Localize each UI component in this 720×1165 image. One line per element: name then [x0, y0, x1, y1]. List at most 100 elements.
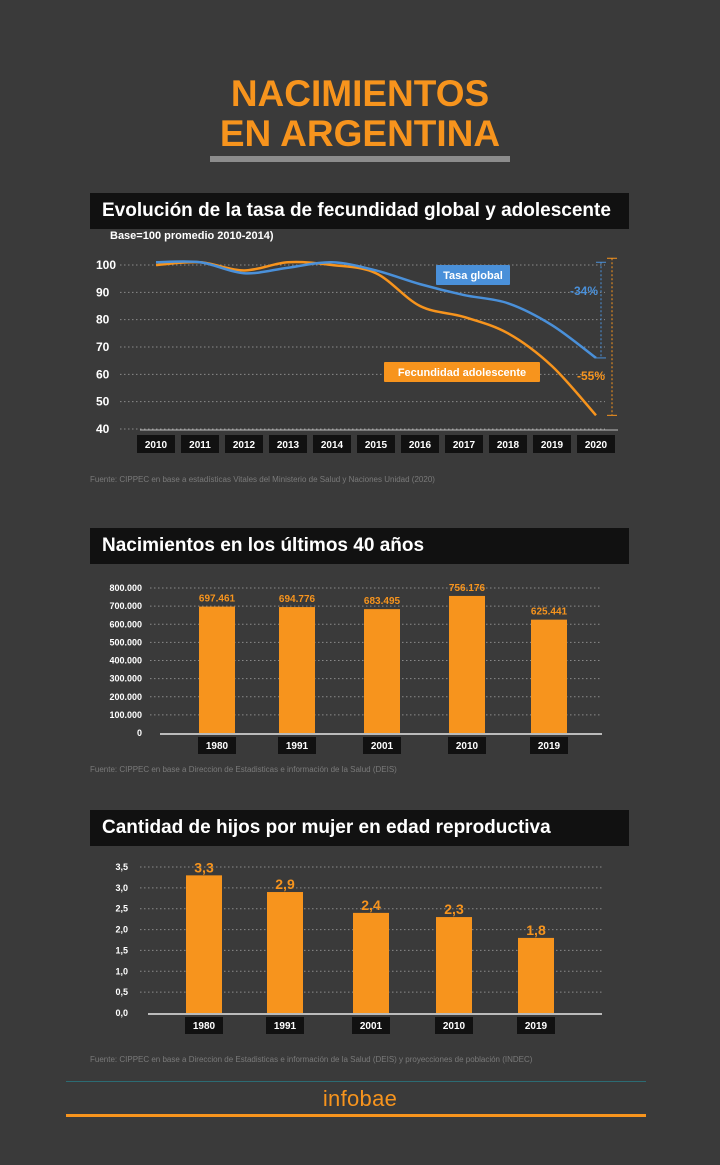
bar-value-label: 2,3	[444, 901, 464, 917]
x-tick-label: 2013	[277, 440, 300, 451]
bar	[267, 892, 303, 1013]
bar-value-label: 756.176	[449, 583, 486, 594]
bar	[449, 595, 485, 733]
bar-value-label: 683.495	[364, 596, 401, 607]
x-tick-label: 2019	[525, 1021, 548, 1032]
infobae-logo: infobae	[322, 1086, 398, 1111]
x-tick-box	[445, 435, 483, 453]
x-tick-label: 1980	[206, 741, 229, 752]
y-tick-label: 0,5	[115, 987, 128, 997]
children-chart-header: Cantidad de hijos por mujer en edad repr…	[90, 810, 629, 846]
x-tick-box	[577, 435, 615, 453]
x-tick-box	[489, 435, 527, 453]
y-tick-label: 50	[96, 395, 110, 409]
bar-value-label: 1,8	[526, 922, 546, 938]
y-tick-label: 40	[96, 422, 110, 436]
y-tick-label: 1,0	[115, 966, 128, 976]
page-title-line1: NACIMIENTOS	[230, 73, 490, 114]
x-tick-box	[435, 1017, 473, 1034]
tasa-global-legend-box	[436, 265, 510, 285]
x-tick-label: 2010	[456, 741, 479, 752]
fertility-chart-subtitle: Base=100 promedio 2010-2014)	[110, 230, 274, 242]
children-bar-chart: 3,5 3,0 2,5 2,0 1,5 1,0 0,5 0,0 3,3 1980 2,9 1991 2,…	[115, 859, 602, 1034]
fecundidad-adolescente-legend-label: Fecundidad adolescente	[398, 367, 526, 379]
y-tick-label: 1,5	[115, 945, 128, 955]
y-tick-label: 60	[96, 367, 110, 381]
y-tick-label: 100	[96, 258, 116, 272]
fertility-chart-header: Evolución de la tasa de fecundidad globa…	[90, 193, 629, 229]
y-tick-label: 300.000	[109, 674, 142, 684]
x-tick-box	[448, 737, 486, 754]
y-tick-label: 600.000	[109, 619, 142, 629]
x-tick-box	[185, 1017, 223, 1034]
x-tick-label: 1991	[286, 741, 309, 752]
x-tick-box	[352, 1017, 390, 1034]
births-chart-source: Fuente: CIPPEC en base a Direccion de Es…	[90, 765, 397, 774]
fertility-line-chart: 100 90 80 70 60 50 40 2010 2011 2012 2013 2014 2015 2…	[96, 257, 618, 453]
y-tick-label: 0	[137, 728, 142, 738]
x-tick-label: 2010	[443, 1021, 466, 1032]
x-tick-label: 2014	[321, 440, 344, 451]
x-tick-label: 2020	[585, 440, 608, 451]
x-tick-box	[313, 435, 351, 453]
page-title-line2: EN ARGENTINA	[219, 113, 501, 154]
x-tick-label: 2001	[360, 1021, 383, 1032]
x-tick-label: 2019	[538, 741, 561, 752]
x-tick-box	[533, 435, 571, 453]
x-tick-box	[363, 737, 401, 754]
y-tick-label: 3,0	[115, 883, 128, 893]
y-tick-label: 90	[96, 285, 110, 299]
x-tick-box	[181, 435, 219, 453]
y-tick-label: 100.000	[109, 710, 142, 720]
y-tick-label: 200.000	[109, 692, 142, 702]
births-chart-header: Nacimientos en los últimos 40 años	[90, 528, 629, 564]
births-bar-chart: 800.000 700.000 600.000 500.000 400.000 300.0…	[109, 583, 602, 754]
x-tick-label: 1991	[274, 1021, 297, 1032]
x-tick-box	[530, 737, 568, 754]
bar	[279, 607, 315, 733]
fertility-chart-source: Fuente: CIPPEC en base a estadísticas Vi…	[90, 475, 435, 484]
bar	[186, 875, 222, 1013]
fecundidad-adolescente-line	[155, 260, 597, 417]
bar-value-label: 625.441	[531, 607, 568, 618]
y-tick-label: 500.000	[109, 637, 142, 647]
y-tick-label: 70	[96, 340, 110, 354]
y-tick-label: 2,5	[115, 904, 128, 914]
bar-value-label: 3,3	[194, 859, 214, 875]
bar	[364, 609, 400, 733]
fecundidad-adolescente-legend-box	[384, 362, 540, 382]
bar-value-label: 2,9	[275, 876, 295, 892]
bar	[531, 619, 567, 733]
x-tick-box	[198, 737, 236, 754]
x-tick-label: 1980	[193, 1021, 216, 1032]
x-tick-label: 2018	[497, 440, 520, 451]
x-tick-label: 2017	[453, 440, 476, 451]
x-tick-box	[137, 435, 175, 453]
footer-divider-bottom	[66, 1114, 646, 1117]
bar	[199, 606, 235, 733]
y-tick-label: 800.000	[109, 583, 142, 593]
title-underline	[210, 156, 510, 162]
x-tick-label: 2010	[145, 440, 168, 451]
y-tick-label: 3,5	[115, 862, 128, 872]
tasa-global-legend-label: Tasa global	[443, 270, 503, 282]
bar-value-label: 697.461	[199, 594, 236, 605]
x-tick-box	[401, 435, 439, 453]
x-tick-box	[225, 435, 263, 453]
footer-divider-top	[66, 1081, 646, 1082]
x-tick-label: 2019	[541, 440, 564, 451]
bar	[436, 917, 472, 1013]
bar-value-label: 2,4	[361, 897, 381, 913]
tasa-global-line	[155, 260, 597, 359]
bar	[518, 937, 554, 1013]
y-tick-label: 400.000	[109, 656, 142, 666]
x-tick-label: 2001	[371, 741, 394, 752]
x-tick-label: 2012	[233, 440, 256, 451]
bar	[353, 912, 389, 1013]
fecundidad-adolescente-change-label: -55%	[577, 369, 605, 383]
x-tick-label: 2016	[409, 440, 432, 451]
x-tick-box	[266, 1017, 304, 1034]
x-tick-label: 2015	[365, 440, 388, 451]
children-chart-source: Fuente: CIPPEC en base a Direccion de Es…	[90, 1055, 533, 1064]
y-tick-label: 0,0	[115, 1008, 128, 1018]
